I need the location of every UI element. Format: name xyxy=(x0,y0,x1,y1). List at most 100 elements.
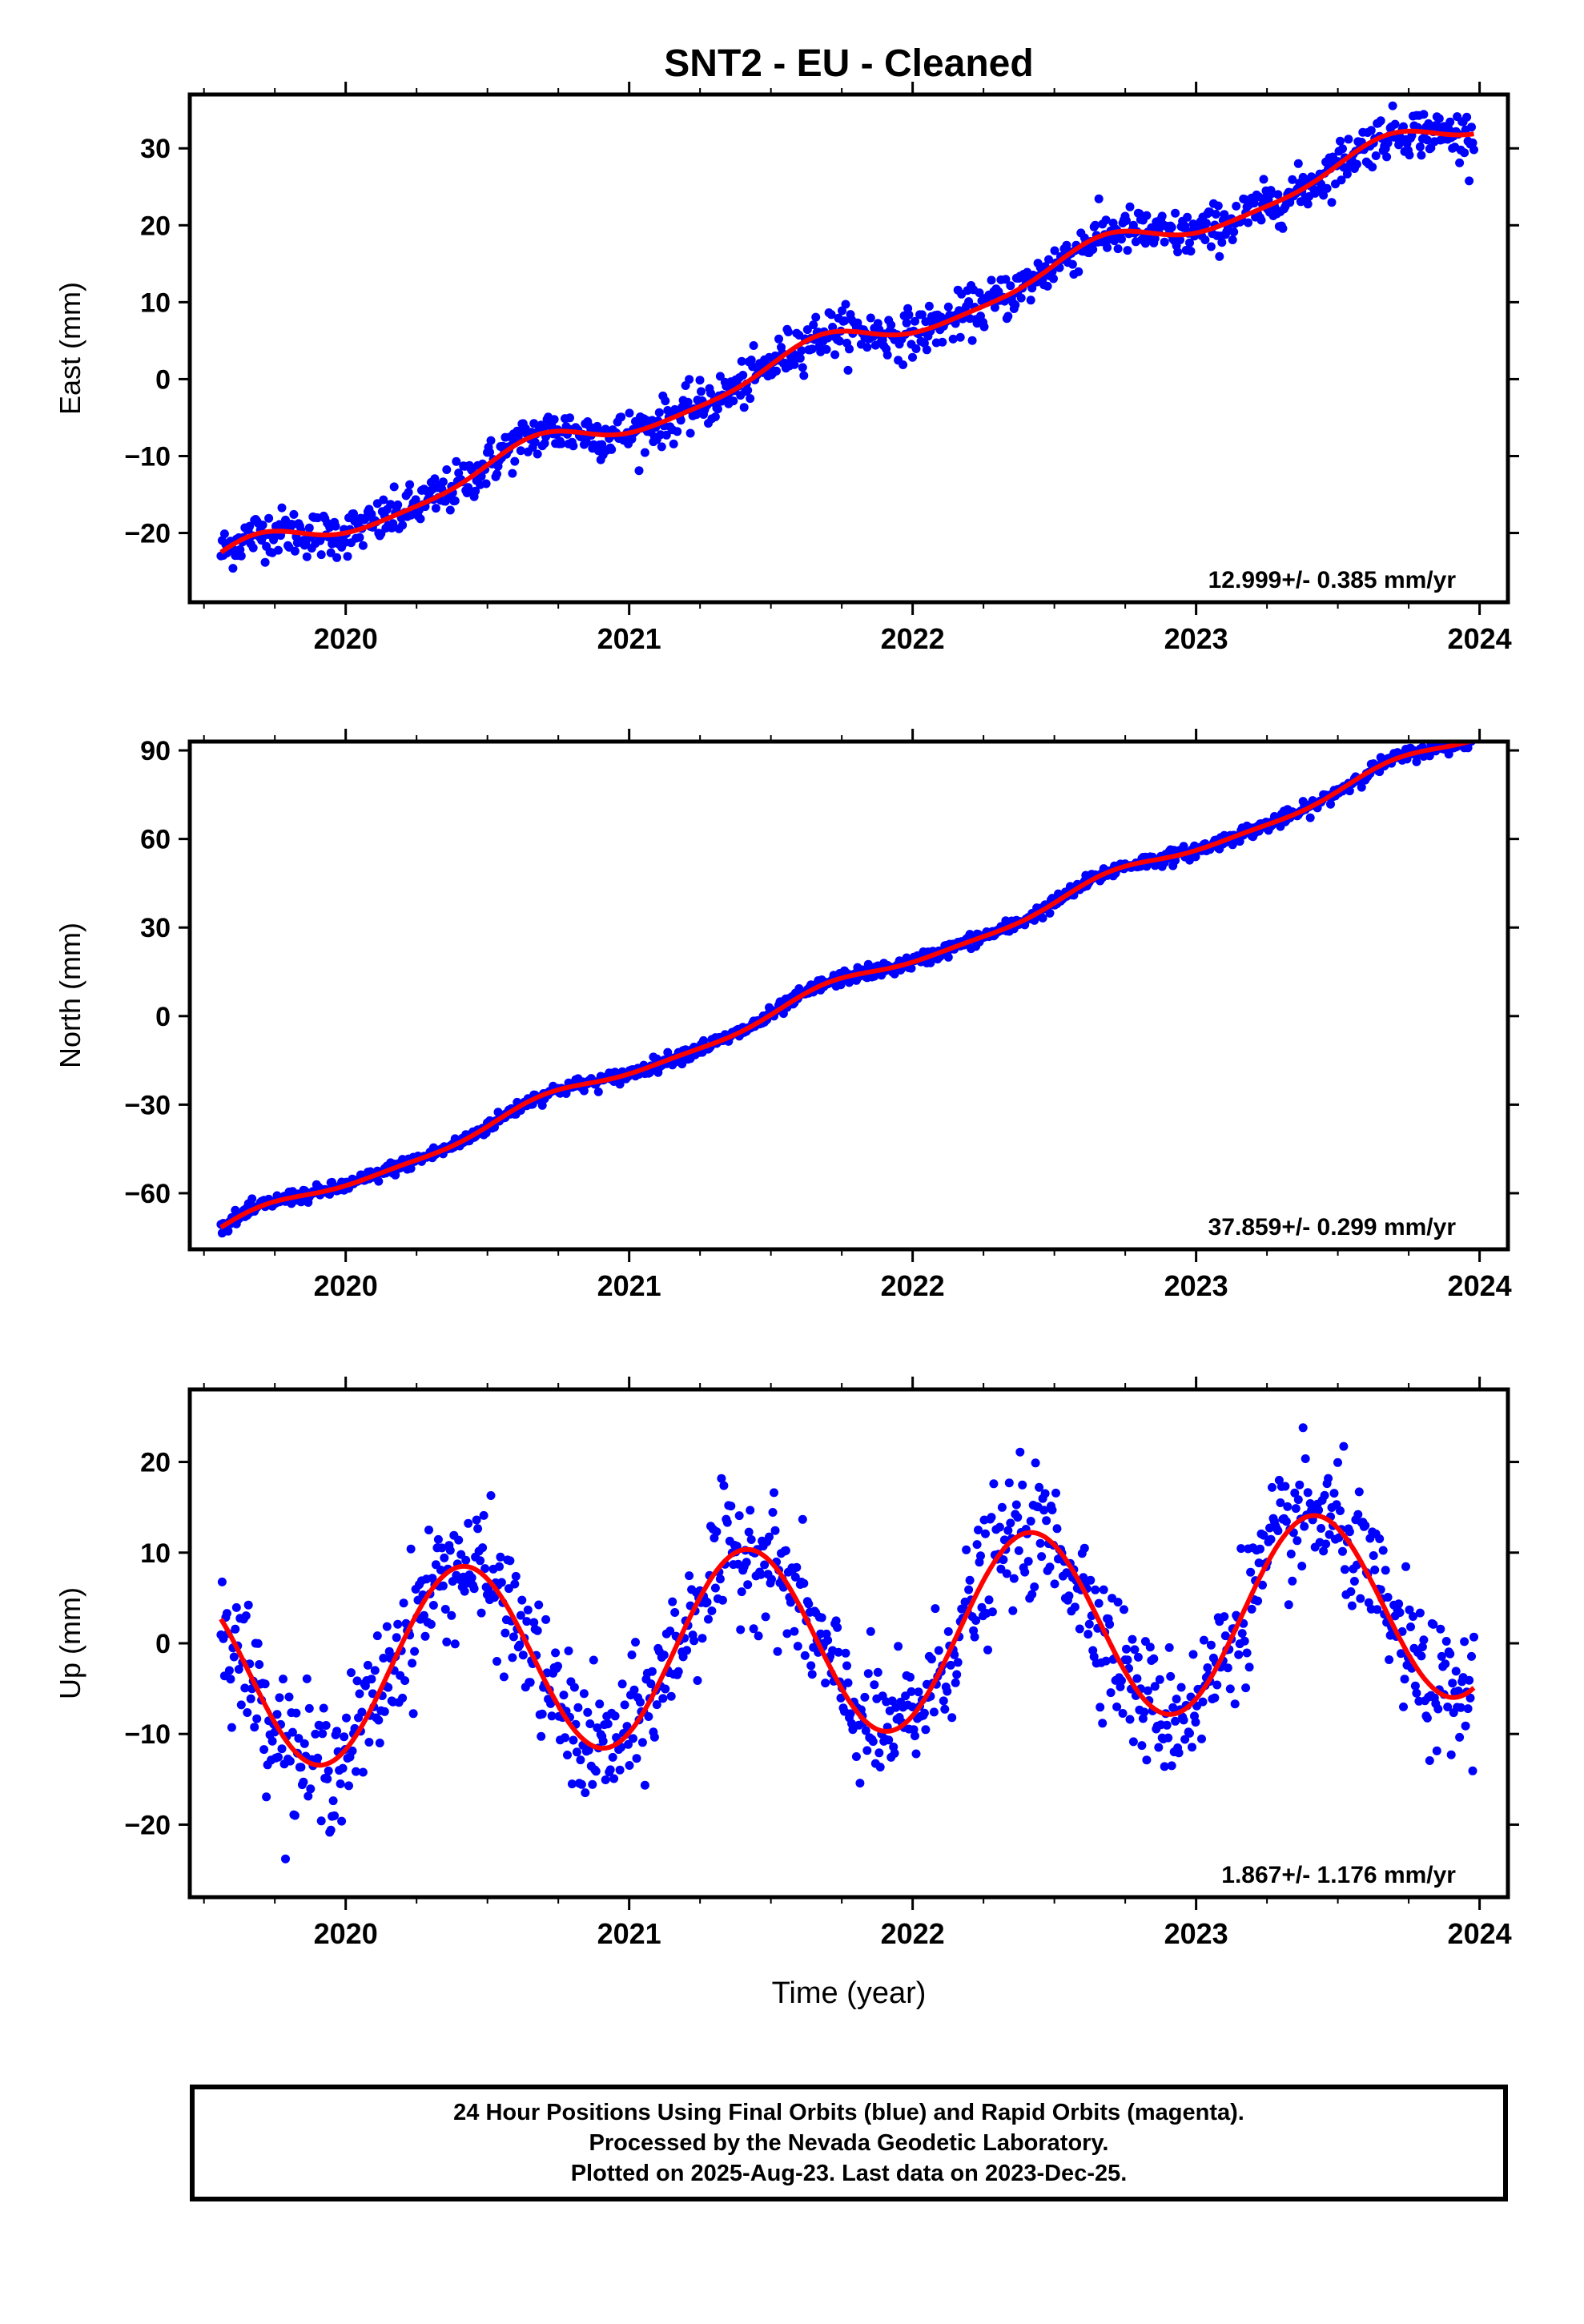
data-point xyxy=(654,408,664,417)
data-point xyxy=(1417,1642,1427,1651)
data-point xyxy=(999,1555,1008,1565)
data-point xyxy=(710,1583,720,1593)
data-point xyxy=(1258,1580,1267,1590)
data-point xyxy=(955,332,965,342)
data-point xyxy=(445,505,455,515)
data-point xyxy=(406,1544,416,1554)
data-point xyxy=(388,519,398,529)
data-point xyxy=(367,509,376,519)
data-point xyxy=(835,336,844,346)
data-point xyxy=(274,545,283,555)
data-point xyxy=(1291,1504,1301,1514)
data-point xyxy=(756,1570,766,1579)
data-point xyxy=(845,344,854,354)
data-point xyxy=(1101,1656,1111,1666)
data-point xyxy=(302,552,312,561)
data-point xyxy=(1191,1718,1200,1727)
data-point xyxy=(1368,163,1377,172)
fit-line xyxy=(219,742,1475,1230)
data-point xyxy=(1415,1608,1425,1618)
data-point xyxy=(357,1707,367,1717)
data-point xyxy=(1397,1649,1405,1659)
data-point xyxy=(290,546,300,556)
data-point xyxy=(364,1738,374,1747)
data-point xyxy=(726,1502,736,1511)
data-point xyxy=(631,1638,640,1647)
y-tick-label: 30 xyxy=(140,134,171,164)
data-point xyxy=(1325,1530,1334,1539)
data-point xyxy=(831,1616,841,1626)
data-point xyxy=(529,419,539,428)
data-point xyxy=(231,1624,240,1634)
data-point xyxy=(1047,1506,1057,1514)
data-points xyxy=(216,1423,1478,1864)
data-point xyxy=(693,1676,702,1685)
data-point xyxy=(231,1602,241,1612)
data-point xyxy=(661,396,670,406)
data-point xyxy=(652,1700,661,1710)
data-point xyxy=(1067,259,1077,269)
data-point xyxy=(1253,1596,1263,1606)
data-point xyxy=(712,1527,722,1537)
data-point xyxy=(1118,1709,1128,1718)
data-point xyxy=(260,1679,270,1689)
data-point xyxy=(670,1608,680,1617)
data-point xyxy=(433,1534,443,1544)
data-point xyxy=(343,552,352,561)
data-point xyxy=(1303,1488,1313,1498)
data-point xyxy=(1176,235,1185,244)
data-point xyxy=(496,1552,505,1562)
data-point xyxy=(284,1692,294,1702)
data-point xyxy=(870,971,879,981)
data-point xyxy=(442,1637,452,1647)
data-point xyxy=(1166,1671,1176,1681)
data-point xyxy=(593,1087,603,1096)
data-point xyxy=(281,1854,290,1864)
data-point xyxy=(692,410,702,420)
data-point xyxy=(1280,1482,1290,1491)
data-point xyxy=(352,1676,362,1686)
data-point xyxy=(1026,296,1035,305)
data-point xyxy=(929,1707,939,1717)
data-point xyxy=(1043,281,1052,291)
data-point xyxy=(1168,1703,1178,1712)
data-point xyxy=(389,482,399,492)
data-point xyxy=(264,513,274,523)
data-point xyxy=(1319,1546,1329,1556)
data-point xyxy=(1256,1544,1264,1554)
data-point xyxy=(1370,1565,1380,1574)
data-point xyxy=(1185,1728,1194,1738)
data-point xyxy=(430,474,440,484)
data-point xyxy=(537,1709,547,1719)
data-point xyxy=(1322,183,1332,193)
data-point xyxy=(236,1700,246,1710)
data-point xyxy=(840,316,849,326)
data-point xyxy=(601,1775,610,1784)
data-point xyxy=(739,403,749,412)
data-point xyxy=(420,1610,428,1620)
data-point xyxy=(1180,221,1190,231)
data-point xyxy=(374,1715,384,1725)
data-point xyxy=(1356,1594,1365,1603)
data-point xyxy=(970,1632,979,1642)
data-point xyxy=(259,1745,269,1755)
data-point xyxy=(472,1515,481,1525)
data-point xyxy=(1094,1598,1104,1608)
data-point xyxy=(1045,1562,1055,1572)
data-point xyxy=(1298,1423,1308,1433)
data-point xyxy=(873,1667,882,1677)
data-point xyxy=(323,1774,332,1783)
data-point xyxy=(569,441,578,451)
data-point xyxy=(1039,1506,1049,1515)
data-point xyxy=(450,1639,460,1649)
data-point xyxy=(541,1614,551,1624)
data-point xyxy=(943,1626,953,1636)
data-point xyxy=(518,1651,528,1660)
data-point xyxy=(976,1551,985,1561)
data-point xyxy=(476,1608,486,1618)
data-point xyxy=(939,1696,948,1706)
data-point xyxy=(1266,1534,1276,1544)
data-point xyxy=(841,300,850,309)
data-point xyxy=(862,343,872,352)
data-point xyxy=(1357,782,1366,792)
